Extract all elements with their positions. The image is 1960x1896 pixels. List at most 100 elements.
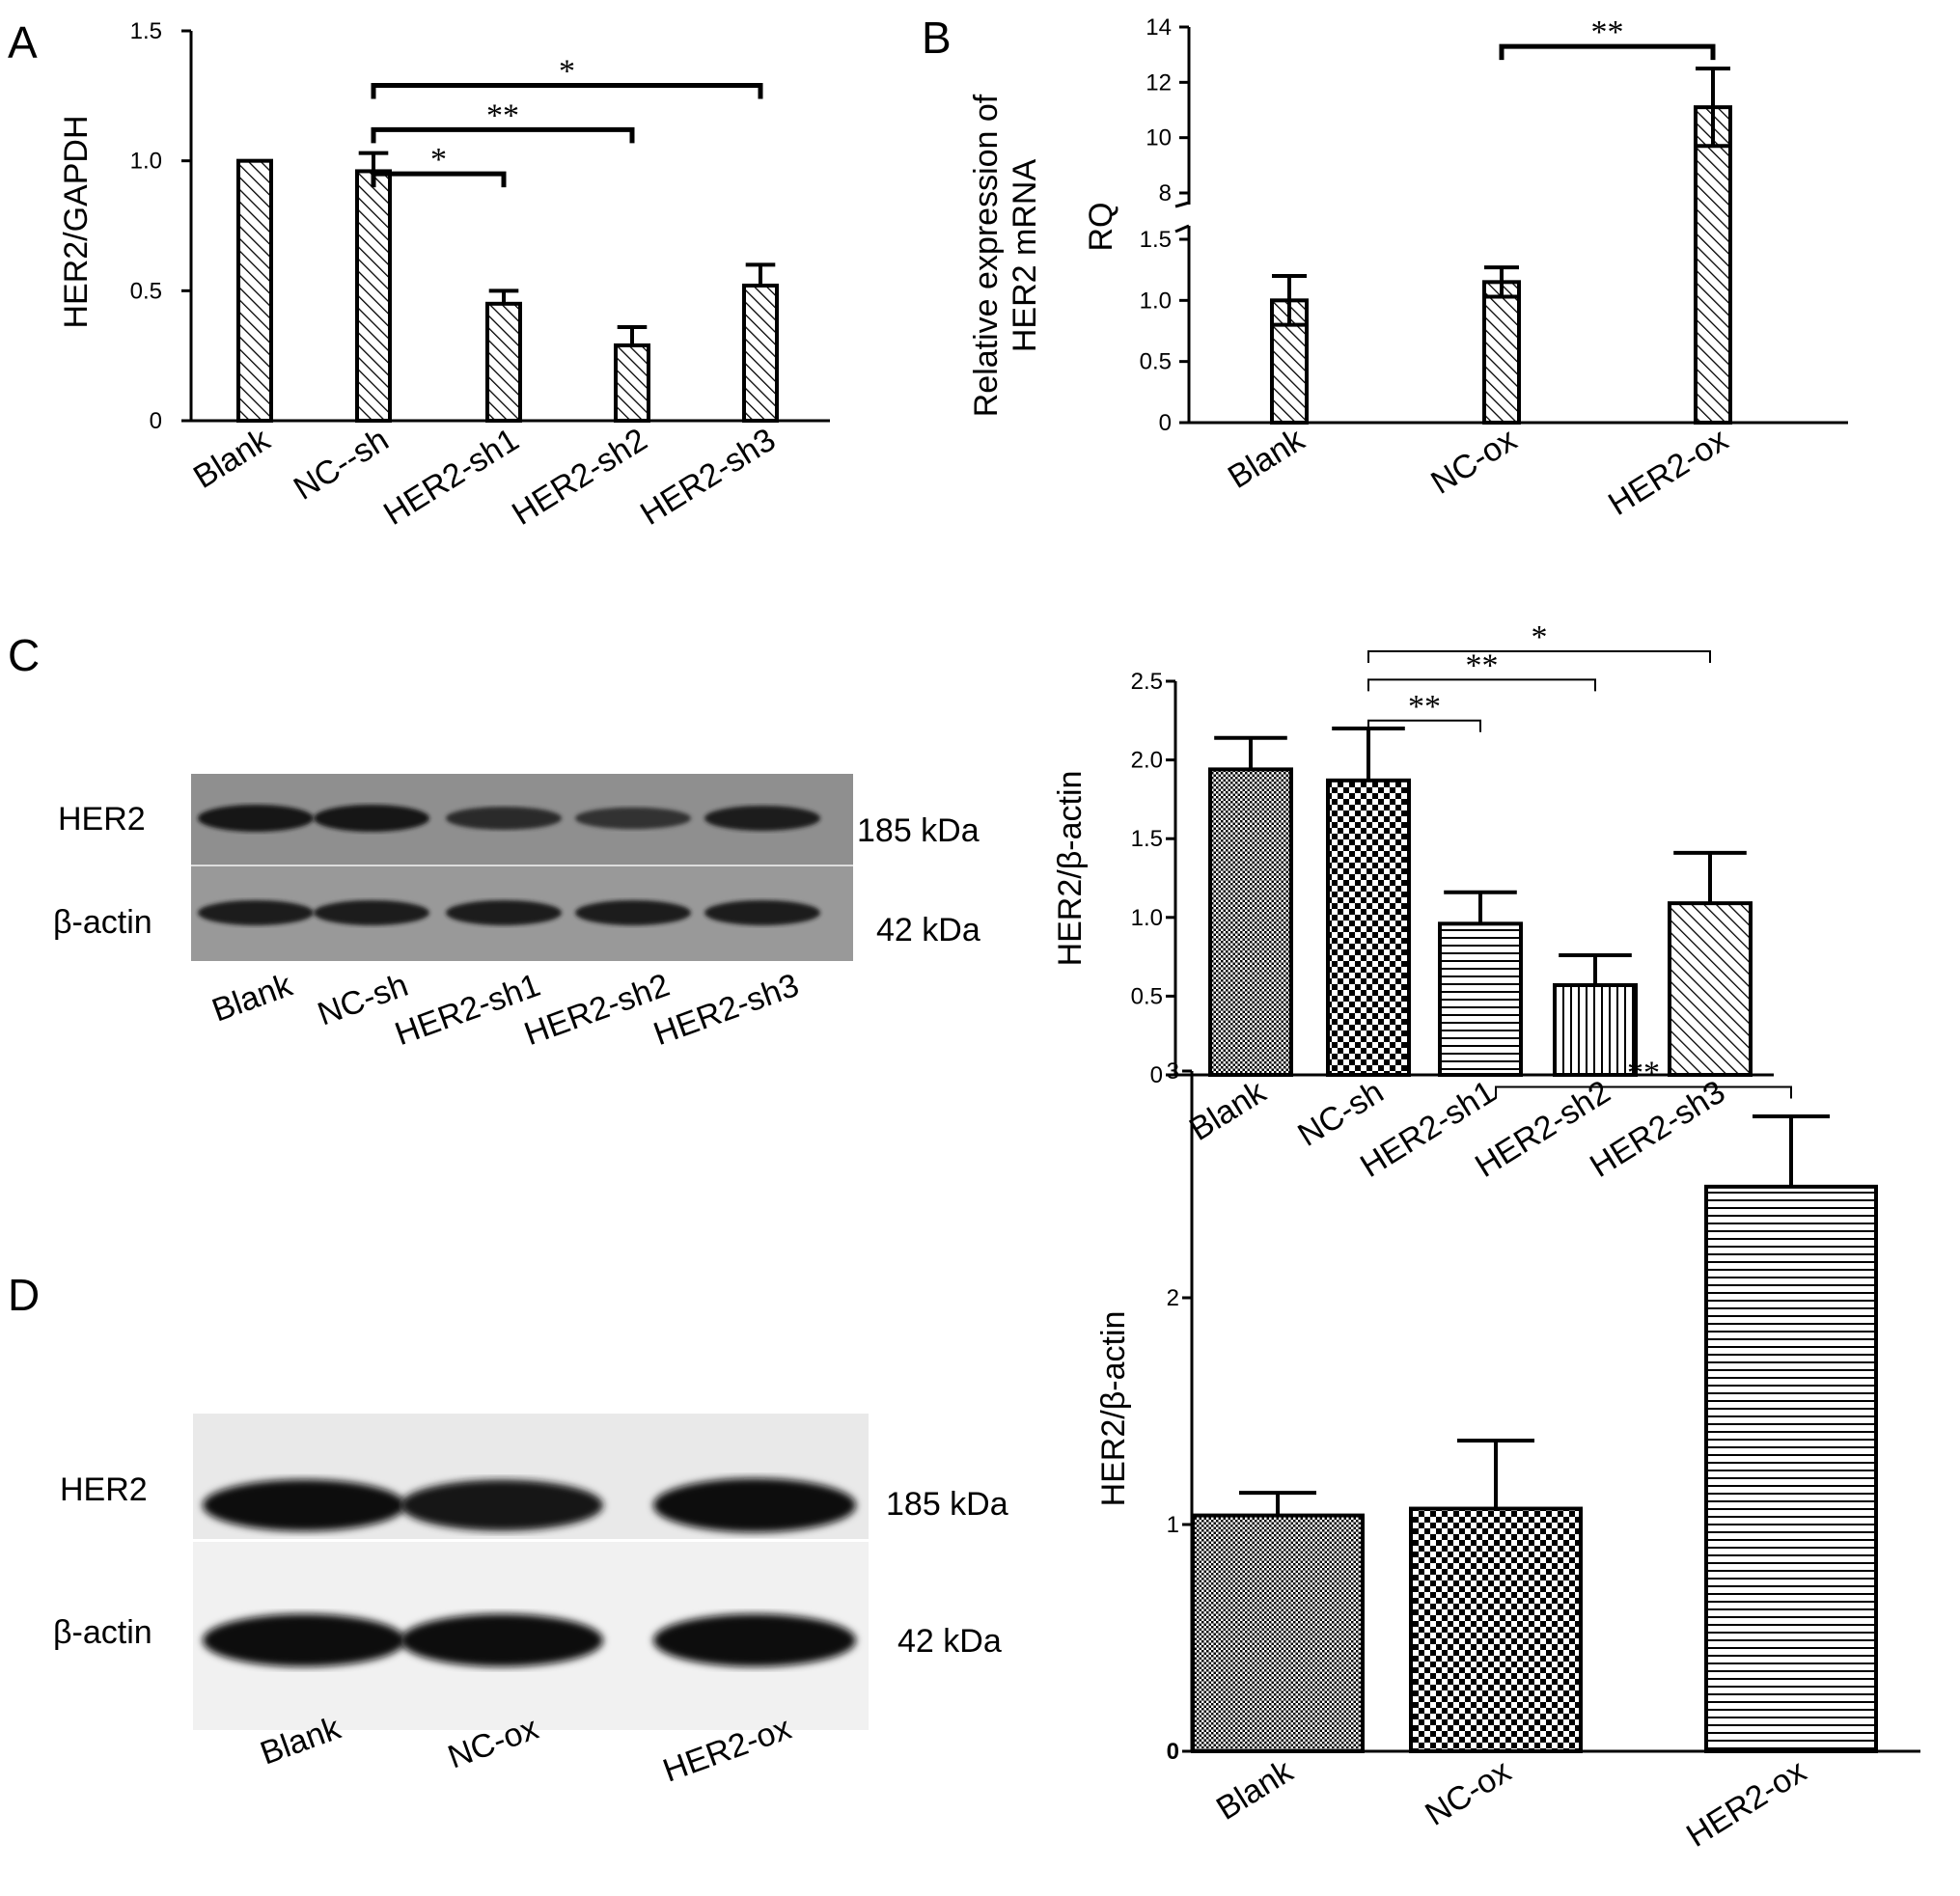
bar-blank [1191, 1513, 1365, 1753]
bar-blank [1208, 767, 1293, 1078]
y-tick-label: 0 [150, 408, 162, 434]
y-tick-label: 1.5 [130, 18, 162, 44]
blot-c-actin-label: β-actin [53, 904, 152, 941]
blot-d-actin-kda: 42 kDa [897, 1623, 1002, 1660]
significance-bracket [1367, 649, 1711, 663]
y-tick-label: 1.5 [1131, 826, 1163, 852]
band-her2-nc-ox [400, 1479, 603, 1531]
category-label-blank: Blank [1222, 421, 1311, 496]
bar-her2-sh3 [1668, 901, 1753, 1077]
blot-c-her2-kda: 185 kDa [857, 812, 980, 849]
significance-label: ** [1466, 647, 1499, 683]
y-axis-label: HER2/β-actin [1095, 1311, 1132, 1507]
y-tick-label: 2.0 [1131, 748, 1163, 774]
band-her2-her2-sh2 [575, 807, 691, 830]
y-tick-label: 12 [1146, 69, 1172, 96]
y-axis-label-line2: HER2 mRNA [1007, 159, 1043, 353]
category-label-blank: Blank [187, 421, 277, 496]
category-label-her2-sh3: HER2-sh3 [634, 422, 782, 533]
y-tick-label: 0 [1167, 1739, 1179, 1765]
blot-d-actin-label: β-actin [53, 1614, 152, 1651]
y-tick-label: 1.0 [130, 149, 162, 175]
y-tick-label: 10 [1146, 125, 1172, 151]
significance-bracket [371, 126, 635, 144]
y-axis-label: HER2/GAPDH [58, 115, 95, 328]
bar-her2-sh1 [485, 301, 522, 423]
y-tick-label: 0 [1159, 410, 1172, 436]
significance-label: * [559, 54, 575, 90]
y-tick-label: 3 [1167, 1058, 1179, 1085]
category-label-nc-ox: NC-ox [1424, 422, 1523, 502]
band-actin-her2-ox [653, 1613, 856, 1667]
y-tick-label: 0.5 [1131, 983, 1163, 1009]
band-actin-her2-sh2 [575, 900, 691, 925]
bar-nc-sh [1326, 778, 1411, 1077]
category-label-her2-sh1: HER2-sh1 [377, 422, 525, 533]
bar-blank [236, 158, 273, 424]
y-axis-label-rq: RQ [1083, 203, 1119, 252]
panel-letter-a: A [8, 17, 38, 68]
blot-d-her2-kda: 185 kDa [886, 1486, 1008, 1523]
y-tick-label: 1.5 [1140, 227, 1172, 253]
category-label-nc-ox: NC-ox [1419, 1753, 1517, 1833]
bar-her2-sh2 [1553, 982, 1638, 1078]
significance-bracket [1495, 1085, 1792, 1099]
category-label-blank: Blank [1210, 1752, 1300, 1827]
band-her2-nc-sh [314, 805, 429, 832]
significance-label: ** [486, 97, 519, 133]
significance-bracket [1499, 43, 1716, 61]
y-tick-label: 2.5 [1131, 669, 1163, 695]
significance-label: ** [1408, 689, 1441, 725]
band-her2-blank [203, 1479, 405, 1531]
band-actin-blank [203, 1613, 405, 1667]
y-tick-label: 0 [1150, 1062, 1163, 1088]
band-actin-nc-sh [314, 900, 429, 925]
lane-label-blank: Blank [207, 966, 298, 1029]
category-label-blank: Blank [1183, 1073, 1273, 1148]
significance-label: ** [1591, 14, 1624, 50]
band-actin-nc-ox [400, 1613, 603, 1667]
bar-her2-sh2 [614, 343, 650, 424]
band-her2-blank [198, 805, 314, 832]
lane-label-her2-sh1: HER2-sh1 [390, 967, 544, 1053]
category-label-nc-sh: NC--sh [288, 422, 395, 508]
band-actin-her2-sh1 [446, 900, 562, 925]
y-tick-label: 0.5 [130, 278, 162, 304]
y-tick-label: 1.0 [1131, 905, 1163, 931]
y-tick-label: 0.5 [1140, 349, 1172, 375]
band-her2-her2-sh3 [704, 806, 820, 831]
significance-label: * [1532, 619, 1548, 655]
panel-letter-b: B [922, 13, 952, 63]
y-tick-label: 2 [1167, 1285, 1179, 1311]
western-blot-c: HER2 β-actin 185 kDa 42 kDa Blank NC-shHE… [53, 774, 980, 1053]
y-tick-label: 1 [1167, 1512, 1179, 1538]
y-tick-label: 1.0 [1140, 288, 1172, 314]
band-her2-her2-ox [653, 1478, 856, 1532]
y-tick-label: 14 [1146, 14, 1172, 41]
axis-break-mark [1174, 224, 1190, 234]
bar-her2-ox [1694, 105, 1732, 425]
lane-label-her2-sh3: HER2-sh3 [649, 967, 803, 1053]
blot-c-actin-kda: 42 kDa [876, 912, 980, 948]
western-blot-d: HER2 β-actin 185 kDa 42 kDa Blank NC-ox HE… [53, 1414, 1008, 1790]
lane-label-her2-sh2: HER2-sh2 [519, 967, 674, 1053]
blot-d-her2-label: HER2 [60, 1471, 148, 1508]
axis-break-mark [1174, 201, 1190, 208]
significance-label: * [430, 142, 447, 178]
significance-bracket [371, 171, 507, 188]
band-actin-her2-sh3 [704, 900, 820, 925]
significance-bracket [1367, 678, 1596, 692]
panel-letter-d: D [8, 1270, 40, 1320]
bar-her2-sh1 [1438, 921, 1523, 1077]
blot-c-her2-label: HER2 [58, 801, 146, 838]
significance-bracket [1367, 719, 1481, 732]
bar-nc-sh [355, 169, 392, 423]
bar-nc-ox [1409, 1506, 1583, 1754]
bar-her2-sh3 [742, 283, 779, 423]
category-label-her2-ox: HER2-ox [1602, 422, 1734, 523]
significance-label: ** [1627, 1055, 1660, 1090]
